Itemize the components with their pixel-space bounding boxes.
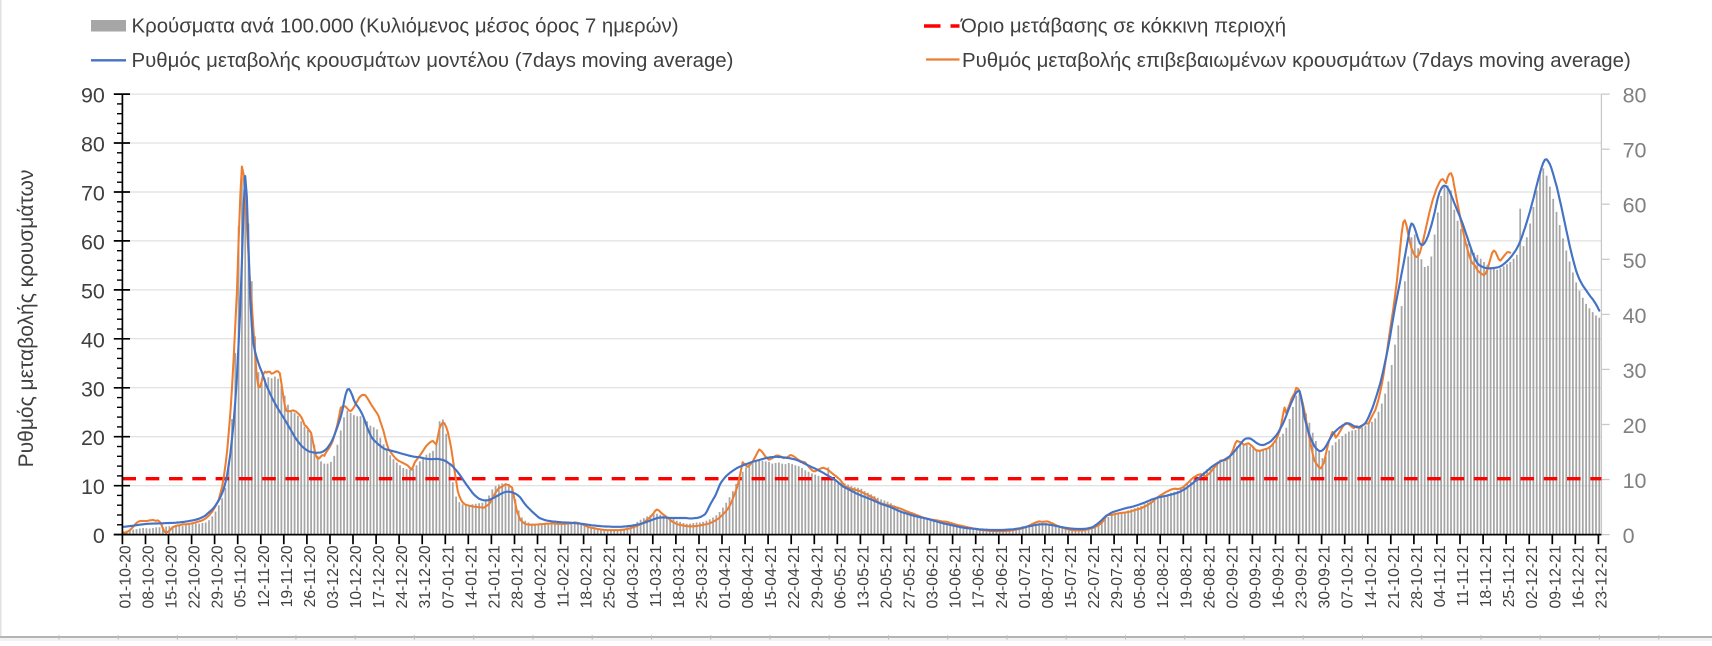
- svg-text:25-02-21: 25-02-21: [602, 545, 619, 608]
- svg-text:08-07-21: 08-07-21: [1040, 545, 1057, 608]
- svg-text:70: 70: [1623, 139, 1647, 163]
- svg-text:50: 50: [81, 279, 105, 303]
- svg-text:20: 20: [1623, 414, 1647, 438]
- svg-text:60: 60: [1623, 194, 1647, 218]
- svg-text:24-12-20: 24-12-20: [394, 545, 411, 608]
- svg-text:80: 80: [81, 133, 105, 157]
- svg-text:04-11-21: 04-11-21: [1432, 545, 1449, 607]
- svg-text:70: 70: [81, 182, 105, 206]
- svg-text:30: 30: [1623, 359, 1647, 383]
- svg-text:14-10-21: 14-10-21: [1363, 545, 1380, 608]
- svg-text:29-04-21: 29-04-21: [809, 545, 826, 608]
- svg-text:03-06-21: 03-06-21: [925, 545, 942, 608]
- svg-text:16-12-21: 16-12-21: [1570, 545, 1587, 608]
- svg-text:23-09-21: 23-09-21: [1294, 545, 1311, 608]
- svg-text:15-04-21: 15-04-21: [763, 545, 780, 608]
- svg-text:24-06-21: 24-06-21: [994, 545, 1011, 608]
- svg-text:09-12-21: 09-12-21: [1547, 545, 1564, 608]
- svg-text:04-03-21: 04-03-21: [625, 545, 642, 608]
- svg-text:02-12-21: 02-12-21: [1524, 545, 1541, 608]
- svg-text:13-05-21: 13-05-21: [855, 545, 872, 608]
- svg-text:11-02-21: 11-02-21: [556, 545, 573, 607]
- svg-text:28-10-21: 28-10-21: [1409, 545, 1426, 608]
- svg-text:20-05-21: 20-05-21: [879, 545, 896, 608]
- svg-text:18-03-21: 18-03-21: [671, 545, 688, 608]
- svg-text:19-08-21: 19-08-21: [1178, 545, 1195, 608]
- svg-text:10: 10: [1623, 469, 1647, 493]
- svg-text:11-11-21: 11-11-21: [1455, 545, 1472, 606]
- svg-text:30-09-21: 30-09-21: [1317, 545, 1334, 608]
- svg-text:23-12-21: 23-12-21: [1593, 545, 1610, 608]
- svg-text:18-02-21: 18-02-21: [579, 545, 596, 608]
- svg-text:10-12-20: 10-12-20: [348, 545, 365, 608]
- svg-text:08-04-21: 08-04-21: [740, 545, 757, 608]
- svg-text:19-11-20: 19-11-20: [279, 545, 296, 607]
- svg-text:05-08-21: 05-08-21: [1132, 545, 1149, 608]
- svg-text:15-07-21: 15-07-21: [1063, 545, 1080, 608]
- svg-text:40: 40: [81, 328, 105, 352]
- svg-text:17-06-21: 17-06-21: [971, 545, 988, 608]
- svg-text:01-04-21: 01-04-21: [717, 545, 734, 608]
- svg-text:12-11-20: 12-11-20: [256, 545, 273, 607]
- svg-text:15-10-20: 15-10-20: [164, 545, 181, 608]
- svg-text:60: 60: [81, 230, 105, 254]
- svg-text:0: 0: [93, 524, 105, 548]
- svg-text:05-11-20: 05-11-20: [233, 545, 250, 607]
- svg-text:26-11-20: 26-11-20: [302, 545, 319, 607]
- svg-text:22-04-21: 22-04-21: [786, 545, 803, 608]
- svg-text:09-09-21: 09-09-21: [1247, 545, 1264, 608]
- svg-text:02-09-21: 02-09-21: [1224, 545, 1241, 608]
- svg-text:07-10-21: 07-10-21: [1340, 545, 1357, 608]
- svg-text:0: 0: [1623, 524, 1635, 548]
- svg-text:11-03-21: 11-03-21: [648, 545, 665, 607]
- svg-text:80: 80: [1623, 84, 1647, 108]
- svg-text:31-12-20: 31-12-20: [417, 545, 434, 608]
- svg-text:21-01-21: 21-01-21: [486, 545, 503, 608]
- svg-text:90: 90: [81, 84, 105, 108]
- svg-text:01-10-20: 01-10-20: [117, 545, 134, 608]
- svg-text:08-10-20: 08-10-20: [141, 545, 158, 608]
- svg-text:30: 30: [81, 377, 105, 401]
- svg-text:12-08-21: 12-08-21: [1155, 545, 1172, 608]
- svg-text:50: 50: [1623, 249, 1647, 273]
- svg-text:21-10-21: 21-10-21: [1386, 545, 1403, 608]
- svg-text:Ρυθμός μεταβολής κρουσμάτων: Ρυθμός μεταβολής κρουσμάτων: [15, 170, 38, 468]
- svg-text:Ρυθμός μεταβολής κρουσμάτων μο: Ρυθμός μεταβολής κρουσμάτων μοντέλου (7d…: [132, 50, 734, 72]
- svg-text:10: 10: [81, 475, 105, 499]
- svg-text:22-07-21: 22-07-21: [1086, 545, 1103, 608]
- svg-text:01-07-21: 01-07-21: [1017, 545, 1034, 608]
- svg-text:29-07-21: 29-07-21: [1109, 545, 1126, 608]
- svg-text:28-01-21: 28-01-21: [510, 545, 527, 608]
- svg-text:27-05-21: 27-05-21: [902, 545, 919, 608]
- svg-text:29-10-20: 29-10-20: [210, 545, 227, 608]
- svg-text:17-12-20: 17-12-20: [371, 545, 388, 608]
- svg-text:25-03-21: 25-03-21: [694, 545, 711, 608]
- svg-text:20: 20: [81, 426, 105, 450]
- svg-text:25-11-21: 25-11-21: [1501, 545, 1518, 607]
- svg-text:06-05-21: 06-05-21: [832, 545, 849, 608]
- svg-text:14-01-21: 14-01-21: [463, 545, 480, 608]
- svg-text:40: 40: [1623, 304, 1647, 328]
- svg-text:Όριο μετάβασης σε κόκκινη περ: Όριο μετάβασης σε κόκκινη περιοχή: [960, 16, 1286, 38]
- svg-text:04-02-21: 04-02-21: [533, 545, 550, 608]
- svg-text:22-10-20: 22-10-20: [187, 545, 204, 608]
- svg-text:16-09-21: 16-09-21: [1271, 545, 1288, 608]
- svg-text:07-01-21: 07-01-21: [440, 545, 457, 608]
- svg-text:Ρυθμός μεταβολής επιβεβαιωμένω: Ρυθμός μεταβολής επιβεβαιωμένων κρουσμάτ…: [962, 50, 1631, 72]
- svg-text:18-11-21: 18-11-21: [1478, 545, 1495, 607]
- svg-text:26-08-21: 26-08-21: [1201, 545, 1218, 608]
- svg-text:Κρούσματα ανά 100.000 (Κυλιόμε: Κρούσματα ανά 100.000 (Κυλιόμενος μέσος …: [132, 16, 679, 38]
- svg-text:03-12-20: 03-12-20: [325, 545, 342, 608]
- svg-text:10-06-21: 10-06-21: [948, 545, 965, 608]
